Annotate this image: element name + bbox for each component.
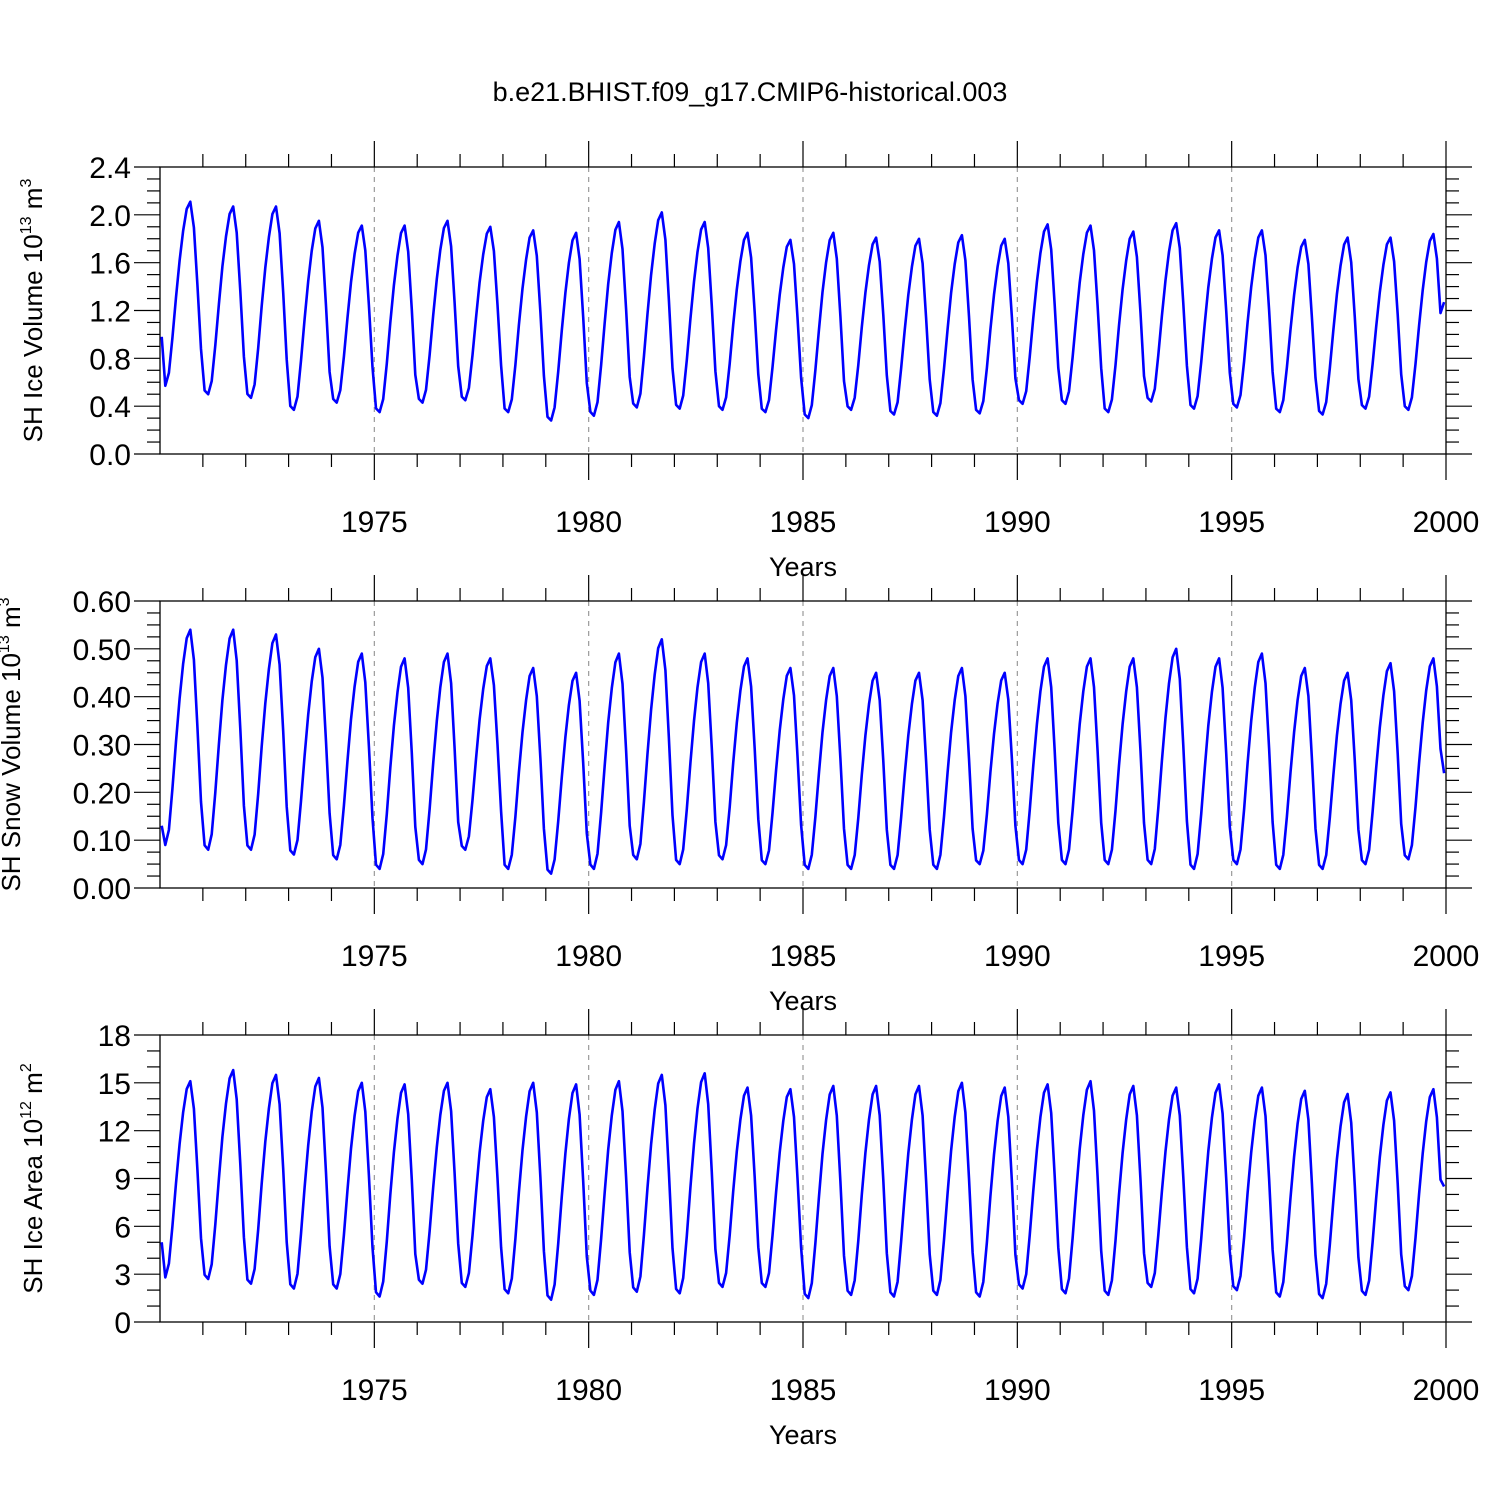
ice-area-ytick-label: 15 — [98, 1068, 131, 1101]
snow-volume-y-axis-label-text: SH Snow Volume 10 — [0, 653, 26, 891]
snow-volume-y-axis-label: SH Snow Volume 1013 m3 — [0, 597, 26, 891]
snow-volume-xtick-label: 2000 — [1413, 940, 1480, 973]
ice-volume-y-axis-label: SH Ice Volume 1013 m3 — [18, 179, 48, 443]
snow-volume-panel: 0.00 0.10 0.20 0.30 0.40 0.50 0.60 1975 1980 1985… — [0, 575, 1479, 1016]
snow-volume-xtick-label: 1985 — [770, 940, 837, 973]
chart-panels: 0.0 0.4 0.8 1.2 1.6 2.0 2.4 1975 1980 1985 1990 199… — [0, 141, 1479, 1450]
snow-volume-xtick-label: 1995 — [1198, 940, 1265, 973]
ice-volume-xtick-label: 1975 — [341, 506, 408, 539]
ice-volume-series-line — [160, 200, 1446, 422]
ice-volume-ytick-label: 1.2 — [89, 296, 131, 329]
snow-volume-xtick-label: 1980 — [555, 940, 622, 973]
ice-area-ytick-label: 0 — [114, 1307, 131, 1340]
snow-volume-y-axis-label-unit: m — [0, 606, 26, 628]
ice-area-xtick-label: 2000 — [1413, 1374, 1480, 1407]
ice-volume-ytick-label: 0.0 — [89, 439, 131, 472]
ice-volume-xtick-label: 1995 — [1198, 506, 1265, 539]
ice-area-ytick-label: 12 — [98, 1116, 131, 1149]
snow-volume-xtick-label: 1990 — [984, 940, 1051, 973]
ice-area-ytick-label: 9 — [114, 1164, 131, 1197]
ice-volume-ytick-label: 0.8 — [89, 343, 131, 376]
ice-area-y-axis-label-space — [18, 1094, 48, 1101]
ice-volume-y-axis-label-unit: m — [18, 188, 48, 210]
ice-area-xtick-label: 1980 — [555, 1374, 622, 1407]
snow-volume-xtick-label: 1975 — [341, 940, 408, 973]
ice-area-y-axis-label-text: SH Ice Area 10 — [18, 1119, 48, 1294]
snow-volume-y-axis-label-space — [0, 628, 26, 635]
ice-area-series-line — [160, 1068, 1446, 1301]
ice-area-ytick-label: 3 — [114, 1259, 131, 1292]
ice-volume-ytick-label: 2.0 — [89, 200, 131, 233]
ice-volume-y-axis-label-space — [18, 209, 48, 216]
snow-volume-ytick-label: 0.50 — [73, 634, 131, 667]
ice-area-panel: 0 3 6 9 12 15 18 1975 1980 1985 1990 1995 2000 Years S… — [18, 1009, 1479, 1450]
ice-volume-ytick-label: 0.4 — [89, 391, 131, 424]
ice-area-xtick-label: 1985 — [770, 1374, 837, 1407]
snow-volume-series-line — [160, 628, 1446, 875]
ice-volume-y-axis-label-text: SH Ice Volume 10 — [18, 234, 48, 442]
ice-volume-y-axis-label-exp: 13 — [18, 216, 35, 234]
ice-volume-xtick-label: 1990 — [984, 506, 1051, 539]
ice-area-y-axis-label-unit-exp: 2 — [18, 1063, 35, 1072]
ice-area-ytick-label: 18 — [98, 1020, 131, 1053]
ice-area-xtick-label: 1990 — [984, 1374, 1051, 1407]
ice-volume-xtick-label: 1985 — [770, 506, 837, 539]
snow-volume-ytick-label: 0.60 — [73, 586, 131, 619]
ice-volume-y-axis-label-unit-exp: 3 — [18, 179, 35, 188]
snow-volume-ytick-label: 0.10 — [73, 825, 131, 858]
ice-volume-xtick-label: 2000 — [1413, 506, 1480, 539]
snow-volume-y-axis-label-unit-exp: 3 — [0, 597, 13, 606]
ice-area-x-axis-label: Years — [769, 1420, 837, 1450]
ice-area-ytick-label: 6 — [114, 1211, 131, 1244]
snow-volume-ytick-label: 0.30 — [73, 730, 131, 763]
ice-area-y-axis-label-exp: 12 — [18, 1101, 35, 1119]
ice-volume-xtick-label: 1980 — [555, 506, 622, 539]
snow-volume-ytick-label: 0.00 — [73, 873, 131, 906]
ice-area-y-axis-label: SH Ice Area 1012 m2 — [18, 1063, 48, 1294]
ice-volume-panel: 0.0 0.4 0.8 1.2 1.6 2.0 2.4 1975 1980 1985 1990 199… — [18, 141, 1479, 582]
snow-volume-ytick-label: 0.40 — [73, 682, 131, 715]
snow-volume-ytick-label: 0.20 — [73, 777, 131, 810]
ice-volume-ytick-label: 2.4 — [89, 152, 131, 185]
figure-title: b.e21.BHIST.f09_g17.CMIP6-historical.003 — [493, 77, 1008, 107]
ice-area-xtick-label: 1995 — [1198, 1374, 1265, 1407]
ice-volume-ytick-label: 1.6 — [89, 248, 131, 281]
snow-volume-y-axis-label-exp: 13 — [0, 635, 13, 653]
ice-area-y-axis-label-unit: m — [18, 1072, 48, 1094]
ice-area-xtick-label: 1975 — [341, 1374, 408, 1407]
